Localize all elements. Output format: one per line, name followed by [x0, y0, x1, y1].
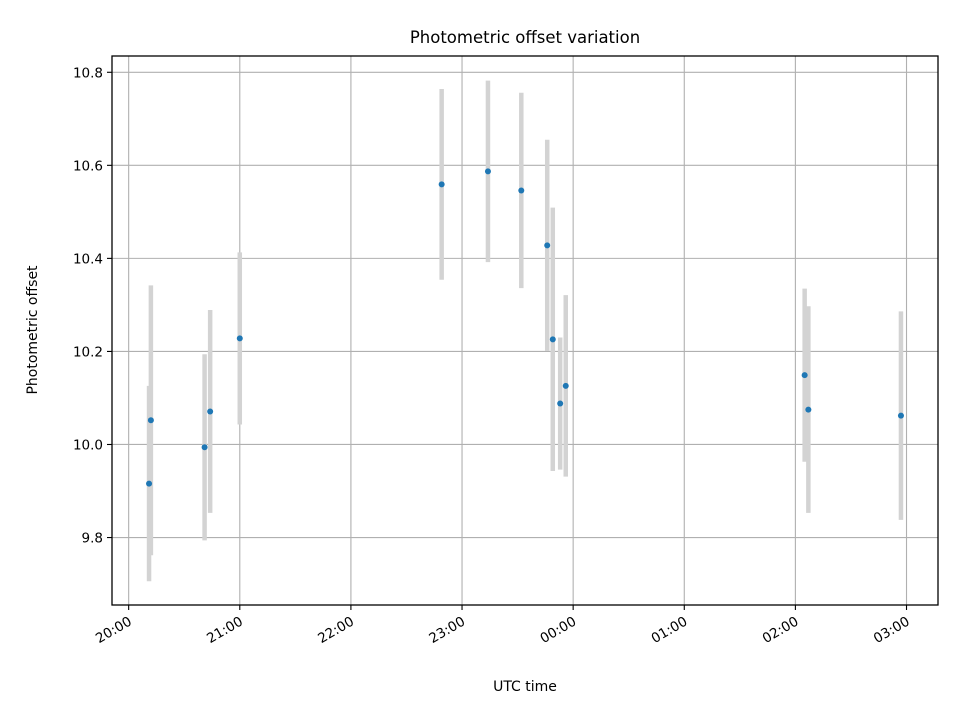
y-tick-label: 10.8	[73, 65, 103, 81]
data-point	[562, 382, 569, 389]
plot-frame	[111, 55, 939, 606]
y-tick-label: 10.4	[73, 251, 103, 267]
data-point	[201, 444, 208, 451]
data-point	[518, 187, 525, 194]
data-point	[549, 336, 556, 343]
data-point	[544, 242, 551, 249]
y-tick-label: 10.2	[73, 344, 103, 360]
y-tick-label: 9.8	[82, 531, 103, 547]
y-tick-label: 10.0	[73, 437, 103, 453]
data-point	[805, 406, 812, 413]
data-point	[897, 412, 904, 419]
data-point	[801, 372, 808, 379]
data-point	[484, 168, 491, 175]
x-axis-label: UTC time	[493, 679, 557, 695]
data-points	[146, 168, 904, 487]
chart-title: Photometric offset variation	[410, 28, 640, 47]
y-axis-ticks: 9.8 10.0 10.2 10.4 10.6 10.8	[73, 65, 112, 547]
data-point	[146, 480, 153, 487]
data-point	[557, 400, 564, 407]
data-point	[147, 417, 154, 424]
y-tick-label: 10.6	[73, 158, 103, 174]
data-point	[236, 335, 243, 342]
data-point	[207, 408, 214, 415]
data-point	[438, 181, 445, 188]
grid	[112, 56, 938, 605]
y-axis-label: Photometric offset	[25, 265, 41, 395]
